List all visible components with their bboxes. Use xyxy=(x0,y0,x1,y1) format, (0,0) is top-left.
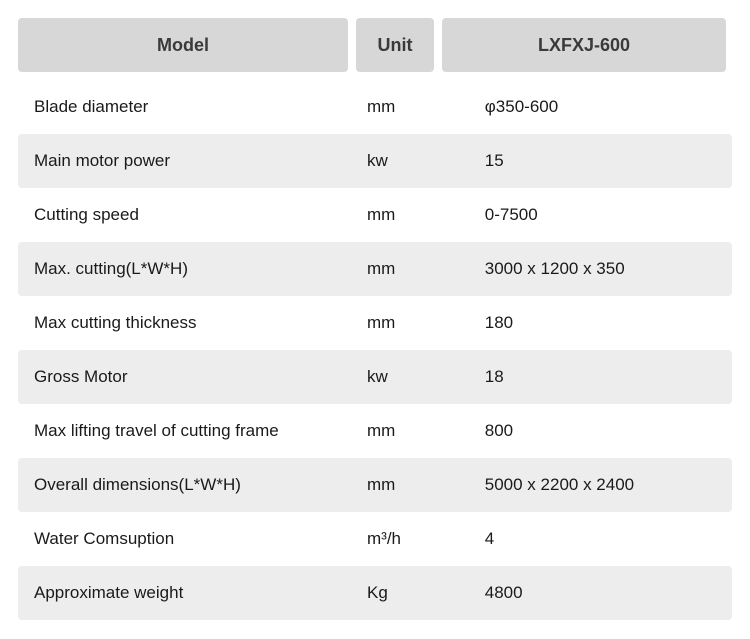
cell-unit: m³/h xyxy=(363,512,441,566)
cell-value: 180 xyxy=(449,296,732,350)
cell-value: 4800 xyxy=(449,566,732,620)
cell-model: Max lifting travel of cutting frame xyxy=(18,404,355,458)
cell-model: Gross Motor xyxy=(18,350,355,404)
cell-unit: mm xyxy=(363,296,441,350)
table-row: Main motor power kw 15 xyxy=(18,134,732,188)
cell-model: Approximate weight xyxy=(18,566,355,620)
header-unit: Unit xyxy=(356,18,434,72)
cell-model: Water Comsuption xyxy=(18,512,355,566)
table-row: Max lifting travel of cutting frame mm 8… xyxy=(18,404,732,458)
header-model: Model xyxy=(18,18,348,72)
cell-unit: kw xyxy=(363,350,441,404)
cell-value: 0-7500 xyxy=(449,188,732,242)
cell-model: Blade diameter xyxy=(18,80,355,134)
table-header-row: Model Unit LXFXJ-600 xyxy=(18,18,732,72)
cell-unit: Kg xyxy=(363,566,441,620)
table-row: Overall dimensions(L*W*H) mm 5000 x 2200… xyxy=(18,458,732,512)
table-row: Blade diameter mm φ350-600 xyxy=(18,80,732,134)
table-row: Cutting speed mm 0-7500 xyxy=(18,188,732,242)
table-row: Gross Motor kw 18 xyxy=(18,350,732,404)
cell-value: 4 xyxy=(449,512,732,566)
cell-value: 800 xyxy=(449,404,732,458)
cell-value: 15 xyxy=(449,134,732,188)
cell-model: Overall dimensions(L*W*H) xyxy=(18,458,355,512)
cell-model: Main motor power xyxy=(18,134,355,188)
cell-model: Max. cutting(L*W*H) xyxy=(18,242,355,296)
cell-unit: kw xyxy=(363,134,441,188)
cell-unit: mm xyxy=(363,80,441,134)
cell-value: φ350-600 xyxy=(449,80,732,134)
cell-model: Cutting speed xyxy=(18,188,355,242)
cell-unit: mm xyxy=(363,458,441,512)
cell-model: Max cutting thickness xyxy=(18,296,355,350)
cell-value: 18 xyxy=(449,350,732,404)
table-row: Max cutting thickness mm 180 xyxy=(18,296,732,350)
cell-value: 5000 x 2200 x 2400 xyxy=(449,458,732,512)
spec-table: Model Unit LXFXJ-600 Blade diameter mm φ… xyxy=(0,0,750,620)
cell-unit: mm xyxy=(363,188,441,242)
table-row: Max. cutting(L*W*H) mm 3000 x 1200 x 350 xyxy=(18,242,732,296)
table-row: Water Comsuption m³/h 4 xyxy=(18,512,732,566)
cell-value: 3000 x 1200 x 350 xyxy=(449,242,732,296)
table-row: Approximate weight Kg 4800 xyxy=(18,566,732,620)
header-value: LXFXJ-600 xyxy=(442,18,726,72)
cell-unit: mm xyxy=(363,242,441,296)
cell-unit: mm xyxy=(363,404,441,458)
